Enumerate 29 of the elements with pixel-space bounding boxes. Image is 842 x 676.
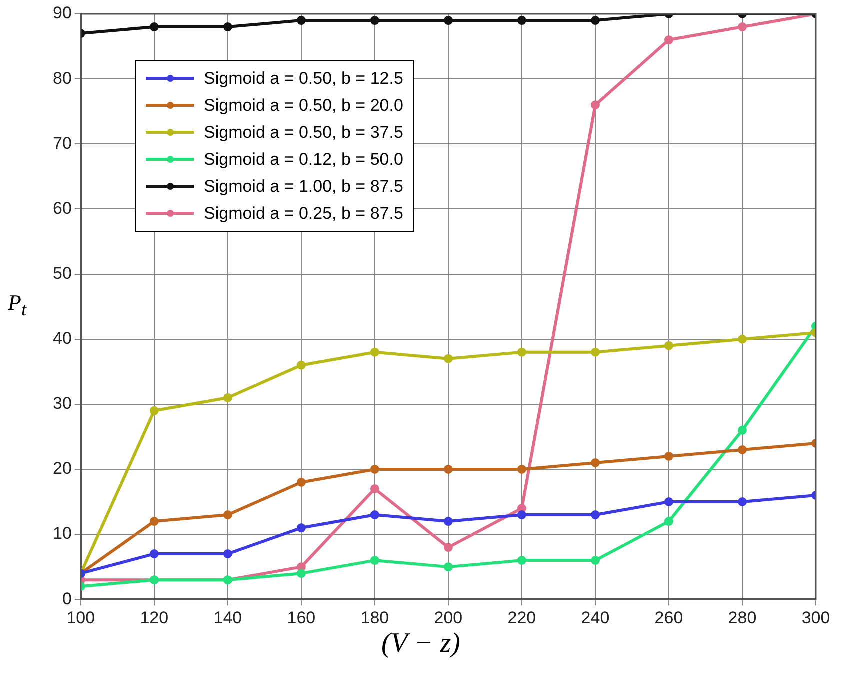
y-tick-label: 0: [62, 589, 72, 608]
y-tick-label: 30: [52, 394, 72, 414]
x-tick-label: 260: [654, 608, 684, 628]
x-tick-label: 160: [287, 608, 316, 628]
y-tick-label: 50: [52, 264, 72, 283]
x-tick-label: 280: [728, 608, 757, 628]
x-tick-label: 140: [214, 608, 242, 628]
legend-label: Sigmoid a = 0.12, b = 50.0: [204, 150, 404, 170]
legend-label: Sigmoid a = 1.00, b = 87.5: [204, 176, 404, 196]
y-tick-label: 40: [52, 329, 72, 348]
y-tick-label: 20: [52, 459, 72, 478]
x-tick-label: 300: [802, 608, 830, 628]
y-tick-label: 70: [52, 134, 72, 153]
y-tick-label: 10: [52, 524, 72, 544]
x-axis-title: (V − z): [380, 628, 462, 660]
y-tick-label: 80: [52, 68, 72, 88]
legend-label: Sigmoid a = 0.50, b = 20.0: [204, 96, 404, 116]
x-tick-label: 200: [434, 608, 463, 628]
x-tick-label: 100: [66, 608, 96, 628]
legend-label: Sigmoid a = 0.25, b = 87.5: [204, 204, 404, 224]
x-tick-label: 180: [360, 608, 390, 628]
y-tick-label: 90: [52, 4, 72, 23]
legend-label: Sigmoid a = 0.50, b = 37.5: [204, 122, 404, 142]
x-tick-label: 120: [140, 608, 169, 628]
y-tick-label: 60: [52, 198, 72, 218]
y-axis-title: P$_{t}$: [8, 290, 27, 320]
x-tick-label: 220: [508, 608, 536, 628]
x-tick-label: 240: [581, 608, 610, 628]
legend-label: Sigmoid a = 0.50, b = 12.5: [204, 68, 404, 88]
